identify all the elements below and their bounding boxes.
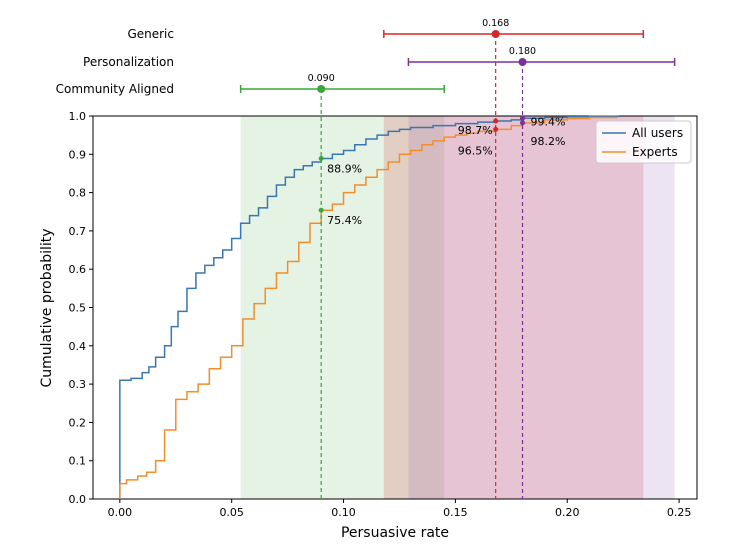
intersection-point-5 bbox=[520, 120, 526, 126]
y-tick-label-6: 0.6 bbox=[69, 263, 87, 276]
interval-value-0: 0.168 bbox=[482, 18, 509, 29]
interval-panel: 0.168 Generic 0.180 Personalization 0.090 Com… bbox=[56, 18, 676, 96]
cdf-series bbox=[119, 115, 620, 499]
series-line-experts bbox=[119, 116, 618, 499]
x-tick-label-3: 0.15 bbox=[443, 506, 468, 519]
intersection-point-3 bbox=[493, 126, 499, 132]
intersection-point-4 bbox=[520, 115, 526, 121]
legend-label-0: All users bbox=[632, 126, 683, 140]
annotation-label-3: 96.5% bbox=[458, 144, 493, 157]
y-axis-label: Cumulative probability bbox=[39, 228, 55, 387]
x-tick-label-2: 0.10 bbox=[331, 506, 356, 519]
y-tick-label-8: 0.8 bbox=[69, 187, 87, 200]
x-axis-label: Persuasive rate bbox=[341, 525, 449, 541]
annotation-label-2: 98.7% bbox=[458, 124, 493, 137]
interval-label-1: Personalization bbox=[83, 55, 174, 69]
reference-lines bbox=[320, 34, 524, 499]
y-tick-label-3: 0.3 bbox=[69, 378, 87, 391]
y-tick-label-9: 0.9 bbox=[69, 148, 87, 161]
y-tick-label-7: 0.7 bbox=[69, 225, 87, 238]
x-tick-label-4: 0.20 bbox=[555, 506, 580, 519]
interval-value-1: 0.180 bbox=[509, 46, 536, 57]
intersection-point-2 bbox=[493, 118, 499, 124]
annotation-label-1: 75.4% bbox=[327, 214, 362, 227]
interval-point-0 bbox=[491, 30, 500, 38]
interval-label-0: Generic bbox=[127, 27, 174, 41]
series-line-all-users bbox=[119, 115, 620, 499]
interval-value-2: 0.090 bbox=[308, 73, 335, 84]
y-tick-label-5: 0.5 bbox=[69, 302, 87, 315]
legend: All users Experts bbox=[595, 120, 692, 164]
shaded-range-0 bbox=[240, 116, 445, 499]
annotation-label-4: 99.4% bbox=[531, 115, 566, 128]
intersection-point-0 bbox=[318, 156, 324, 162]
annotation-label-5: 98.2% bbox=[531, 135, 566, 148]
interval-label-2: Community Aligned bbox=[56, 82, 174, 96]
annotations: 88.9% 75.4% 98.7% 96.5% 99.4% 98.2% bbox=[318, 115, 566, 227]
shaded-range-2 bbox=[408, 116, 675, 499]
x-tick-label-1: 0.05 bbox=[219, 506, 244, 519]
y-tick-label-0: 0.0 bbox=[69, 493, 87, 506]
interval-point-1 bbox=[518, 58, 527, 66]
shaded-ranges bbox=[240, 116, 675, 499]
interval-point-2 bbox=[317, 85, 326, 93]
y-tick-label-2: 0.2 bbox=[69, 416, 87, 429]
y-tick-label-4: 0.4 bbox=[69, 340, 87, 353]
x-tick-label-5: 0.25 bbox=[667, 506, 692, 519]
shaded-range-1 bbox=[383, 116, 644, 499]
y-tick-label-1: 0.1 bbox=[69, 455, 87, 468]
legend-label-1: Experts bbox=[632, 145, 678, 159]
y-tick-label-10: 1.0 bbox=[69, 110, 87, 123]
axes: 0.00 0.05 0.10 0.15 0.20 0.25 0.0 0.1 0.2 0.3 0.4 0… bbox=[69, 110, 698, 519]
annotation-label-0: 88.9% bbox=[327, 163, 362, 176]
x-tick-label-0: 0.00 bbox=[108, 506, 133, 519]
intersection-point-1 bbox=[318, 207, 324, 213]
